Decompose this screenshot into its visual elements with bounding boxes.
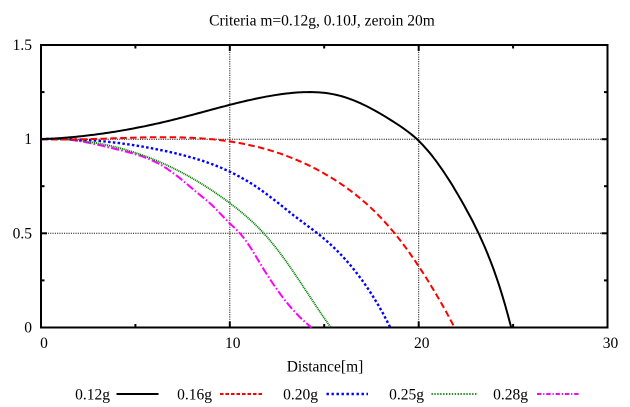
svg-text:10: 10 bbox=[225, 335, 241, 352]
svg-text:0.20g: 0.20g bbox=[283, 387, 318, 404]
svg-text:0: 0 bbox=[24, 320, 32, 337]
svg-text:30: 30 bbox=[603, 335, 619, 352]
svg-text:20: 20 bbox=[414, 335, 430, 352]
svg-text:0.25g: 0.25g bbox=[389, 387, 424, 404]
svg-text:0: 0 bbox=[40, 335, 48, 352]
svg-text:Distance[m]: Distance[m] bbox=[287, 359, 364, 376]
svg-text:0.5: 0.5 bbox=[13, 225, 33, 242]
svg-text:0.12g: 0.12g bbox=[75, 387, 110, 404]
svg-text:1: 1 bbox=[24, 131, 32, 148]
svg-text:0.16g: 0.16g bbox=[177, 387, 212, 404]
svg-text:Criteria m=0.12g, 0.10J, zeroi: Criteria m=0.12g, 0.10J, zeroin 20m bbox=[209, 13, 435, 30]
svg-text:0.28g: 0.28g bbox=[493, 387, 528, 404]
svg-text:1.5: 1.5 bbox=[13, 37, 33, 54]
